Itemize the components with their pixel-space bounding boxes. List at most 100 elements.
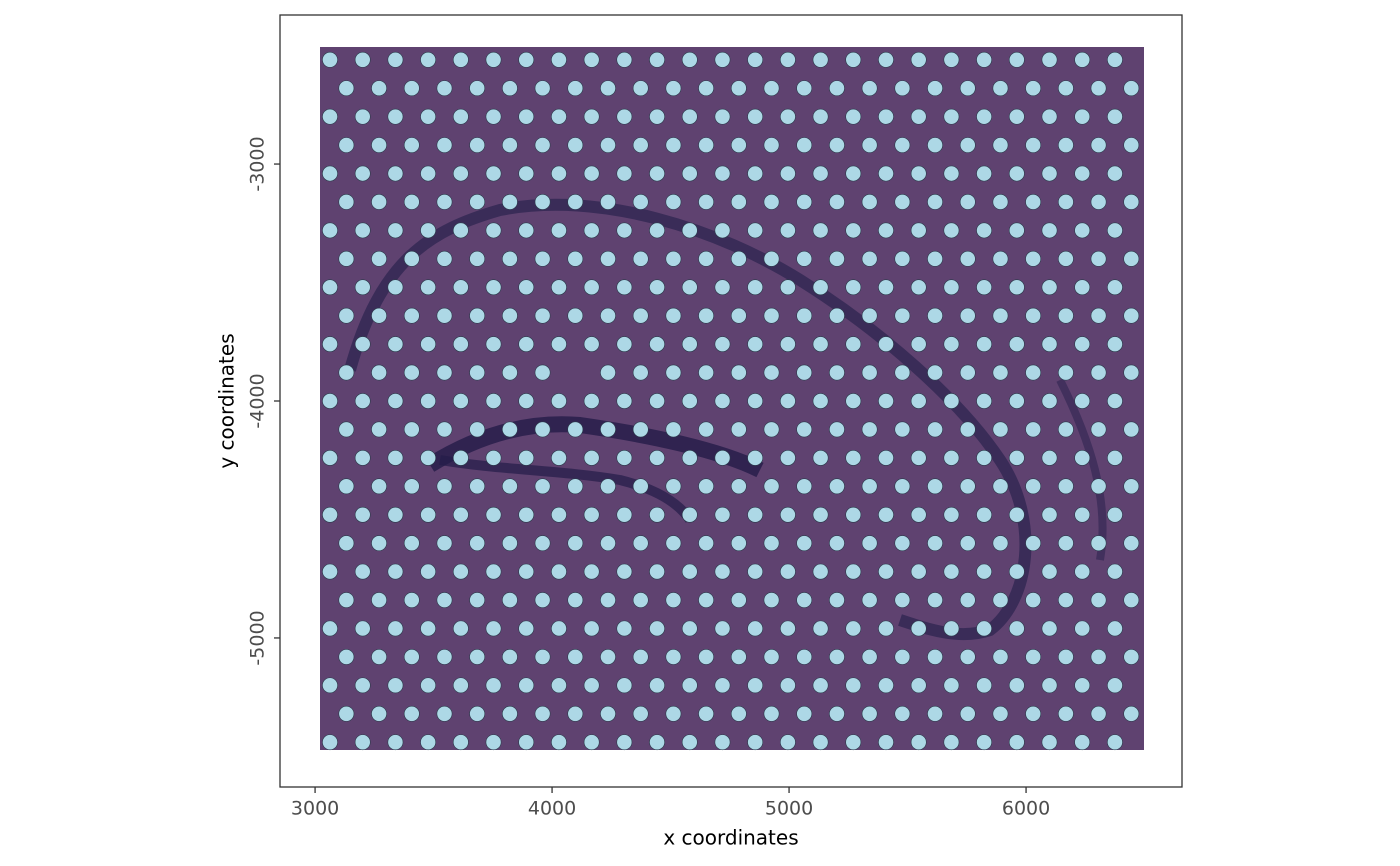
spot: [1008, 393, 1025, 409]
spot: [943, 677, 960, 694]
spot: [501, 649, 518, 665]
spot: [878, 506, 894, 523]
spot: [959, 307, 976, 324]
spot: [1041, 222, 1058, 239]
tissue-structure: [344, 198, 1032, 641]
spot: [1107, 449, 1123, 466]
spot: [959, 250, 976, 267]
spot: [1090, 478, 1107, 495]
spot: [714, 620, 731, 637]
spot: [403, 649, 420, 665]
spot: [812, 449, 829, 466]
spot: [420, 563, 437, 580]
spot: [1107, 279, 1123, 296]
spot: [387, 51, 404, 68]
spot: [403, 194, 420, 210]
spot: [501, 137, 518, 153]
spot: [518, 563, 535, 580]
y-tick-label: -3000: [247, 136, 269, 191]
spot: [387, 108, 404, 125]
spot: [338, 592, 355, 608]
spot: [1123, 307, 1140, 324]
spot: [322, 165, 338, 182]
spot: [518, 506, 535, 523]
spot: [387, 393, 404, 409]
spot: [698, 592, 715, 608]
spot: [747, 165, 764, 182]
spot: [452, 336, 469, 353]
spot: [485, 336, 502, 353]
spot: [420, 620, 437, 637]
spot: [518, 620, 535, 637]
spot: [322, 222, 338, 239]
spot: [518, 279, 535, 296]
spot: [845, 165, 862, 182]
spot: [730, 421, 747, 438]
spot: [501, 705, 518, 722]
spot: [632, 478, 649, 495]
spot: [927, 592, 943, 608]
spot: [910, 563, 927, 580]
spot: [861, 705, 878, 722]
spot: [698, 194, 715, 210]
spot: [992, 478, 1009, 495]
spot: [1123, 137, 1140, 153]
spot: [763, 80, 780, 97]
spot: [551, 336, 567, 353]
spot: [354, 279, 371, 296]
spot: [681, 449, 698, 466]
spot: [1008, 222, 1025, 239]
spot: [681, 165, 698, 182]
spot: [551, 506, 567, 523]
spot: [714, 677, 731, 694]
spot: [632, 250, 649, 267]
spot: [1090, 307, 1107, 324]
spot: [322, 108, 338, 125]
spot: [567, 705, 584, 722]
spot: [927, 80, 943, 97]
spot: [1074, 620, 1091, 637]
spot: [534, 649, 551, 665]
spot: [665, 535, 682, 552]
spot: [1074, 165, 1091, 182]
spot: [779, 336, 796, 353]
spot: [927, 307, 943, 324]
spot: [534, 478, 551, 495]
spot: [1123, 364, 1140, 381]
spot: [976, 222, 993, 239]
spot: [518, 734, 535, 751]
spot: [338, 80, 355, 97]
spot: [322, 563, 338, 580]
spot: [1041, 620, 1058, 637]
spot: [1123, 535, 1140, 552]
spot: [518, 449, 535, 466]
spot: [534, 421, 551, 438]
spot: [1008, 449, 1025, 466]
spot: [1008, 506, 1025, 523]
spot: [649, 336, 665, 353]
spot: [452, 449, 469, 466]
spot: [861, 137, 878, 153]
spot: [518, 222, 535, 239]
spot: [518, 677, 535, 694]
spot: [927, 250, 943, 267]
spot: [943, 165, 960, 182]
spot: [616, 165, 633, 182]
spot: [910, 449, 927, 466]
spot: [649, 279, 665, 296]
spot: [796, 535, 813, 552]
spot: [894, 535, 911, 552]
spot: [943, 393, 960, 409]
spot: [665, 478, 682, 495]
spot: [485, 734, 502, 751]
spot: [600, 592, 616, 608]
spot: [534, 250, 551, 267]
spot: [469, 364, 486, 381]
spot: [518, 108, 535, 125]
spot: [387, 336, 404, 353]
spot: [616, 336, 633, 353]
spot: [763, 649, 780, 665]
spot: [681, 563, 698, 580]
spot: [551, 677, 567, 694]
spot: [779, 279, 796, 296]
